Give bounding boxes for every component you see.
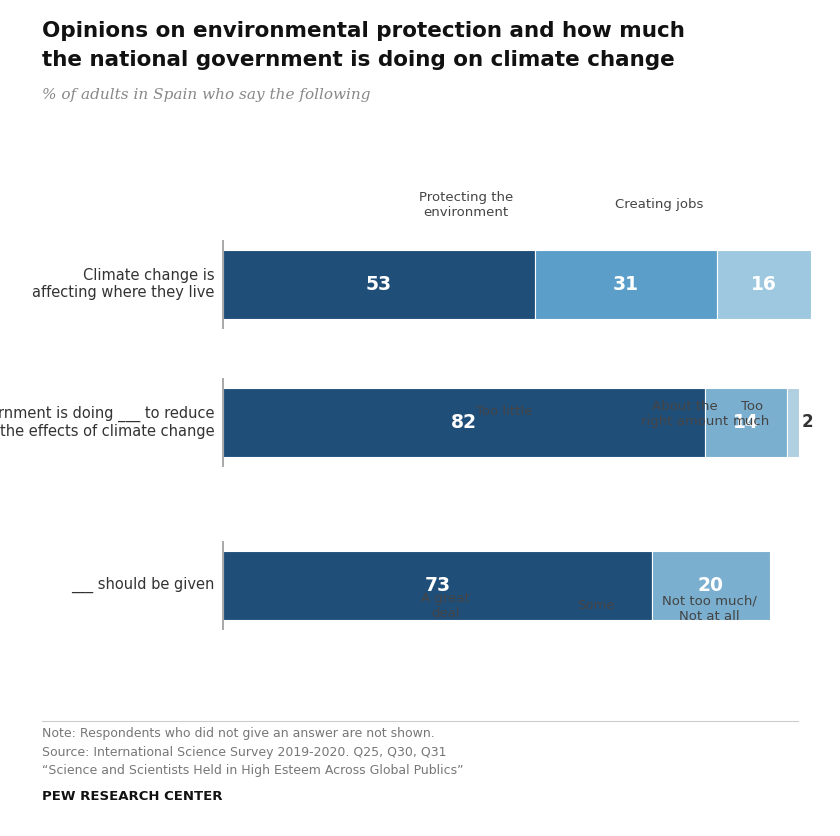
- Text: Creating jobs: Creating jobs: [615, 197, 704, 211]
- Text: PEW RESEARCH CENTER: PEW RESEARCH CENTER: [42, 790, 223, 803]
- Text: 2: 2: [802, 413, 813, 431]
- Text: Too
much: Too much: [733, 400, 770, 428]
- Text: the national government is doing on climate change: the national government is doing on clim…: [42, 50, 675, 70]
- Text: Source: International Science Survey 2019-2020. Q25, Q30, Q31: Source: International Science Survey 201…: [42, 746, 447, 759]
- Text: 16: 16: [751, 275, 776, 293]
- Text: Government is doing ___ to reduce
the effects of climate change: Government is doing ___ to reduce the ef…: [0, 405, 214, 439]
- Text: Some: Some: [578, 599, 615, 612]
- Text: “Science and Scientists Held in High Esteem Across Global Publics”: “Science and Scientists Held in High Est…: [42, 764, 464, 777]
- Text: Climate change is
affecting where they live: Climate change is affecting where they l…: [32, 268, 214, 300]
- Text: A great
deal: A great deal: [421, 593, 470, 620]
- Text: 82: 82: [451, 413, 477, 431]
- Bar: [223, 250, 534, 319]
- Text: Not too much/
Not at all: Not too much/ Not at all: [663, 595, 757, 623]
- Bar: [717, 250, 811, 319]
- Text: About the
right amount: About the right amount: [641, 400, 728, 428]
- Text: 73: 73: [424, 576, 451, 594]
- Text: Opinions on environmental protection and how much: Opinions on environmental protection and…: [42, 21, 685, 41]
- Bar: [787, 388, 799, 456]
- Bar: [705, 388, 787, 456]
- Bar: [223, 551, 652, 619]
- Text: 20: 20: [698, 576, 724, 594]
- Text: 31: 31: [612, 275, 638, 293]
- Text: 53: 53: [365, 275, 392, 293]
- Text: ___ should be given: ___ should be given: [71, 577, 214, 594]
- Bar: [652, 551, 769, 619]
- Text: Note: Respondents who did not give an answer are not shown.: Note: Respondents who did not give an an…: [42, 727, 435, 741]
- Text: Protecting the
environment: Protecting the environment: [419, 191, 513, 219]
- Bar: [534, 250, 717, 319]
- Text: 14: 14: [733, 413, 759, 431]
- Text: Too little: Too little: [475, 405, 533, 418]
- Text: % of adults in Spain who say the following: % of adults in Spain who say the followi…: [42, 88, 370, 102]
- Bar: [223, 388, 705, 456]
